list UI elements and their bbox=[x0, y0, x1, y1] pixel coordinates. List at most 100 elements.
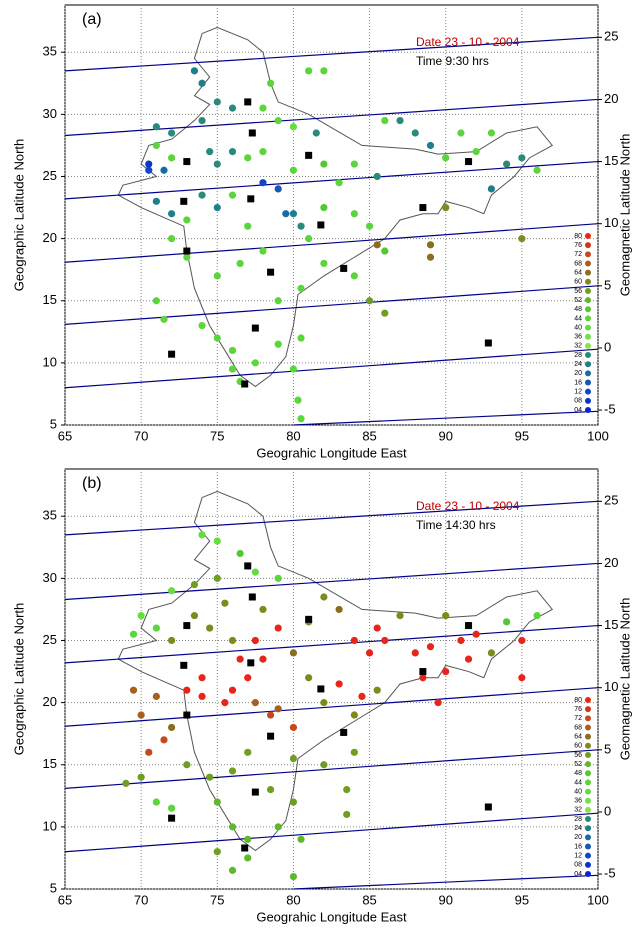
data-point bbox=[297, 222, 305, 230]
data-point bbox=[213, 574, 221, 582]
colorbar-swatch bbox=[585, 287, 591, 294]
data-point bbox=[365, 297, 374, 305]
data-point bbox=[426, 253, 435, 261]
colorbar-label: 28 bbox=[574, 816, 582, 823]
y2-tick-label: 20 bbox=[604, 555, 618, 570]
data-point bbox=[213, 160, 221, 168]
y2-tick-label: 5 bbox=[604, 277, 611, 292]
colorbar-swatch bbox=[585, 269, 591, 276]
colorbar-swatch bbox=[585, 297, 591, 304]
colorbar-label: 72 bbox=[574, 251, 582, 258]
colorbar-swatch bbox=[585, 407, 591, 413]
y2-tick-label: 0 bbox=[604, 803, 611, 818]
data-point bbox=[198, 116, 206, 125]
y2-tick-label: 15 bbox=[604, 617, 618, 632]
data-point bbox=[221, 699, 229, 707]
colorbar-swatch bbox=[585, 770, 591, 777]
data-point bbox=[137, 612, 145, 620]
y2-tick-label: -5 bbox=[604, 402, 616, 417]
colorbar-swatch bbox=[585, 806, 591, 813]
data-point bbox=[373, 624, 381, 632]
data-point bbox=[244, 748, 252, 756]
data-point bbox=[381, 116, 389, 125]
station bbox=[419, 668, 427, 676]
data-point bbox=[426, 241, 435, 249]
colorbar-label: 72 bbox=[574, 715, 582, 722]
colorbar-swatch bbox=[585, 788, 591, 795]
data-point bbox=[312, 129, 320, 137]
colorbar-swatch bbox=[585, 843, 591, 850]
data-point bbox=[266, 711, 275, 719]
data-point bbox=[381, 636, 389, 645]
data-point bbox=[350, 210, 358, 218]
data-point bbox=[145, 160, 153, 168]
data-point bbox=[183, 216, 191, 224]
y-tick-label: 35 bbox=[43, 508, 57, 523]
x-tick-label: 90 bbox=[438, 892, 452, 907]
colorbar-label: 60 bbox=[574, 279, 582, 286]
x-tick-label: 90 bbox=[438, 428, 452, 443]
y-tick-label: 15 bbox=[43, 292, 57, 307]
colorbar-swatch bbox=[585, 361, 591, 368]
data-point bbox=[129, 630, 138, 638]
data-point bbox=[297, 284, 305, 292]
data-point bbox=[464, 655, 473, 663]
data-point bbox=[190, 67, 199, 75]
plot-area bbox=[64, 4, 599, 426]
y-tick-label: 15 bbox=[43, 756, 57, 771]
data-point bbox=[350, 272, 358, 280]
colorbar-swatch bbox=[585, 342, 591, 349]
data-point bbox=[442, 667, 450, 676]
data-point bbox=[198, 321, 206, 330]
data-point bbox=[259, 655, 267, 663]
data-point bbox=[365, 649, 374, 657]
data-point bbox=[487, 129, 495, 137]
data-point bbox=[335, 179, 343, 187]
data-point bbox=[320, 593, 328, 601]
station bbox=[248, 129, 256, 137]
data-point bbox=[137, 773, 145, 781]
y2-tick-label: 10 bbox=[604, 679, 618, 694]
data-point bbox=[305, 674, 313, 682]
y2-axis-label: Geomagnetic Latitude North bbox=[617, 598, 632, 761]
data-point bbox=[396, 612, 404, 620]
colorbar-label: 52 bbox=[574, 297, 582, 304]
data-point bbox=[426, 643, 435, 651]
x-tick-label: 70 bbox=[134, 428, 148, 443]
colorbar-label: 40 bbox=[574, 324, 582, 331]
data-point bbox=[168, 235, 176, 243]
data-point bbox=[244, 835, 252, 843]
data-point bbox=[297, 415, 305, 423]
data-point bbox=[381, 247, 389, 255]
data-point bbox=[274, 185, 282, 193]
x-tick-label: 65 bbox=[58, 892, 72, 907]
data-point bbox=[335, 680, 343, 688]
data-point bbox=[487, 649, 495, 657]
y2-tick-label: 20 bbox=[604, 91, 618, 106]
colorbar-swatch bbox=[585, 697, 591, 703]
colorbar-swatch bbox=[585, 242, 591, 249]
y-tick-label: 25 bbox=[43, 168, 57, 183]
data-point bbox=[152, 297, 160, 305]
data-point bbox=[533, 166, 541, 174]
colorbar-label: 08 bbox=[574, 862, 582, 869]
data-point bbox=[213, 272, 221, 280]
x-tick-label: 100 bbox=[587, 428, 609, 443]
y-tick-label: 30 bbox=[43, 570, 57, 585]
colorbar-label: 48 bbox=[574, 770, 582, 777]
panel-label: (a) bbox=[82, 11, 102, 28]
colorbar-swatch bbox=[585, 825, 591, 832]
colorbar-label: 08 bbox=[574, 398, 582, 405]
data-point bbox=[168, 636, 176, 645]
data-point bbox=[274, 340, 282, 348]
colorbar-swatch bbox=[585, 324, 591, 331]
station bbox=[244, 98, 252, 106]
data-point bbox=[350, 636, 358, 645]
y-tick-label: 20 bbox=[43, 230, 57, 245]
date-annotation: Date 23 - 10 - 2004 bbox=[416, 499, 520, 513]
data-point bbox=[152, 624, 160, 632]
data-point bbox=[168, 804, 176, 812]
data-point bbox=[236, 549, 244, 558]
data-point bbox=[365, 222, 374, 230]
data-point bbox=[198, 191, 206, 199]
